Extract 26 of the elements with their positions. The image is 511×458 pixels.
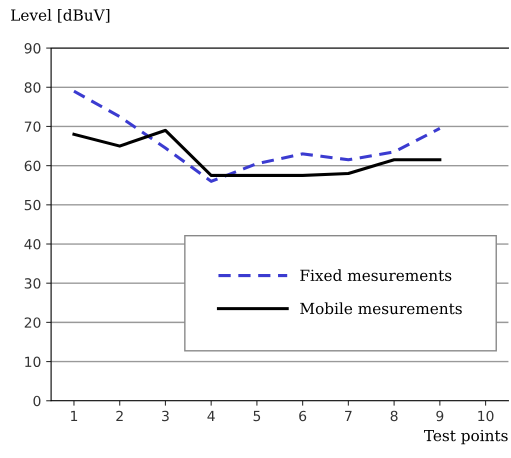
x-tick-label: 5 (254, 410, 260, 422)
x-tick-label: 9 (436, 410, 444, 422)
legend-label: Mobile mesurements (300, 302, 462, 314)
x-tick-label: 3 (162, 410, 169, 422)
line-series (72, 128, 442, 177)
y-tick-label: 10 (25, 356, 40, 368)
line-series (72, 90, 442, 183)
x-tick-label: 10 (478, 410, 494, 422)
x-tick-label: 1 (71, 410, 78, 422)
y-tick-label: 40 (24, 238, 40, 250)
y-tick-label: 30 (24, 278, 40, 289)
x-tick-label: 7 (345, 410, 352, 422)
y-tick-label: 70 (24, 121, 40, 132)
x-tick-label: 6 (299, 410, 306, 422)
legend-label: Fixed mesurements (300, 269, 452, 282)
y-axis-title: Level [dBuV] (11, 9, 110, 23)
x-tick-label: 2 (116, 410, 123, 422)
x-tick-label: 8 (390, 410, 398, 422)
y-tick-label: 60 (24, 160, 40, 172)
y-tick-label: 90 (24, 43, 40, 54)
y-tick-label: 20 (24, 317, 40, 328)
y-tick-label: 50 (24, 200, 40, 210)
x-tick-label: 4 (207, 410, 215, 422)
y-tick-label: 80 (24, 82, 40, 93)
x-axis-title: Test points (424, 430, 508, 444)
y-tick-label: 0 (33, 396, 40, 406)
